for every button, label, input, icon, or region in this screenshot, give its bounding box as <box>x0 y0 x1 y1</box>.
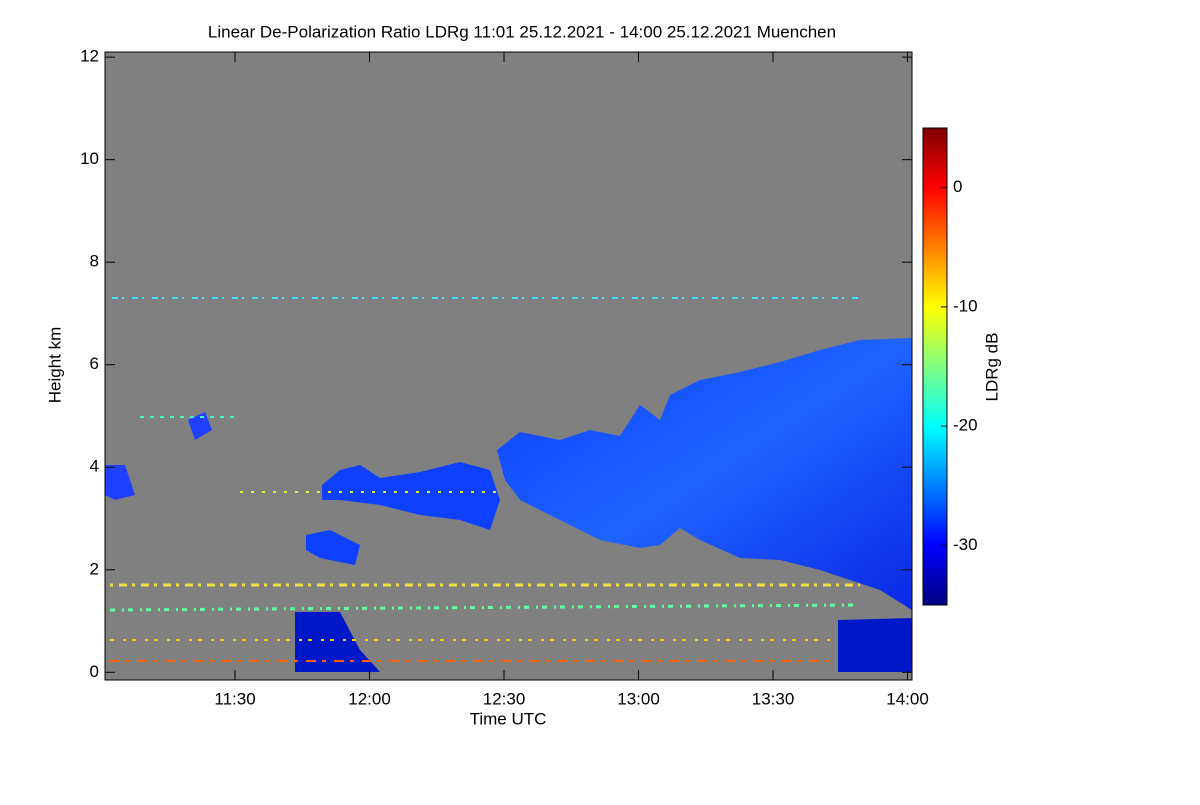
speckle-row <box>109 603 861 612</box>
chart-title: Linear De-Polarization Ratio LDRg 11:01 … <box>208 22 836 41</box>
colorbar-tick-label: 0 <box>953 177 962 196</box>
colorbar <box>922 127 948 606</box>
colorbar-tick-label: -10 <box>953 296 978 315</box>
cloud-region <box>188 412 212 440</box>
plot-frame <box>104 51 913 681</box>
x-tick-label: 13:30 <box>752 689 795 708</box>
echo-field <box>105 297 912 672</box>
cloud-region <box>105 465 135 500</box>
y-tick-label: 12 <box>80 47 99 66</box>
x-tick-label: 13:00 <box>617 689 660 708</box>
cloud-region <box>306 530 360 565</box>
x-tick-label: 11:30 <box>214 689 255 708</box>
colorbar-tick-label: -20 <box>953 416 978 435</box>
y-tick-label: 10 <box>80 149 99 168</box>
axes <box>105 52 947 680</box>
cloud-region <box>295 612 380 672</box>
x-tick-label: 12:00 <box>348 689 391 708</box>
y-tick-label: 8 <box>90 252 99 271</box>
y-tick-label: 2 <box>90 559 99 578</box>
x-tick-label: 14:00 <box>886 689 929 708</box>
cloud-region <box>322 462 500 530</box>
y-tick-label: 6 <box>90 354 99 373</box>
x-tick-label: 12:30 <box>483 689 526 708</box>
colorbar-tick-label: -30 <box>953 535 978 554</box>
y-tick-label: 0 <box>90 662 99 681</box>
y-axis-label: Height km <box>45 327 64 404</box>
colorbar-label: LDRg dB <box>982 333 1001 402</box>
y-tick-label: 4 <box>90 457 99 476</box>
cloud-region <box>497 338 912 610</box>
x-axis-label: Time UTC <box>470 709 547 728</box>
cloud-region <box>838 618 912 672</box>
